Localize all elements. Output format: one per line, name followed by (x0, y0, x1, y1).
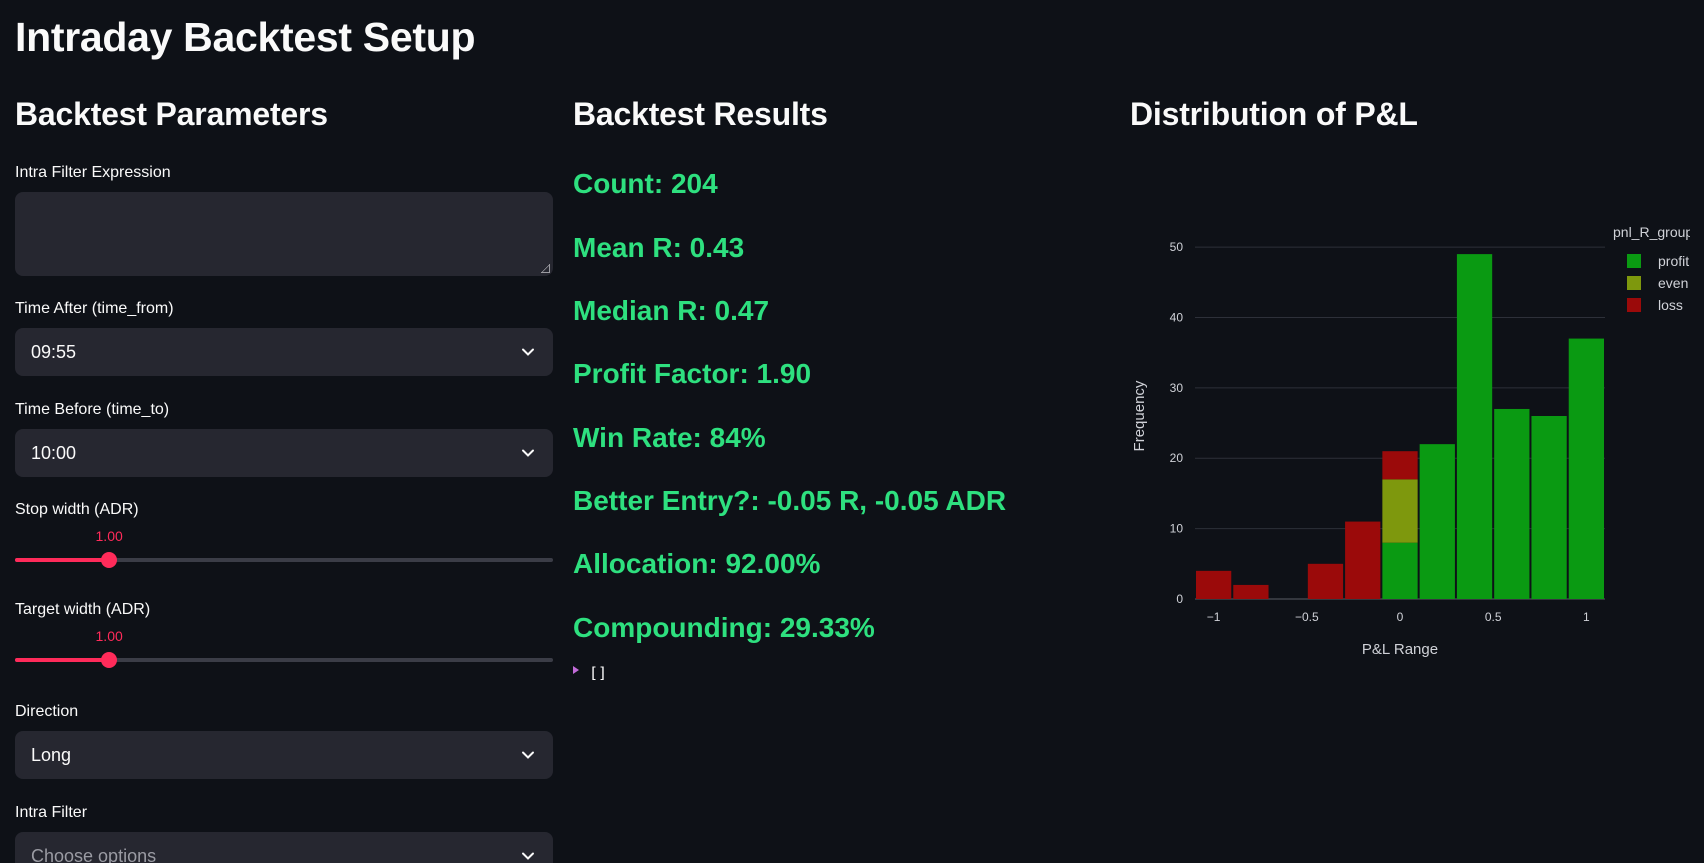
filter-expression-input[interactable] (15, 192, 553, 276)
time-after-label: Time After (time_from) (15, 300, 174, 317)
legend-swatch[interactable] (1627, 254, 1641, 268)
legend-swatch[interactable] (1627, 276, 1641, 290)
bar-loss[interactable] (1307, 563, 1344, 599)
slider-thumb[interactable] (101, 652, 118, 668)
legend-title: pnl_R_group (1613, 224, 1690, 240)
legend-item-loss[interactable]: loss (1658, 297, 1683, 313)
metric-win-rate: Win Rate: 84% (573, 422, 766, 453)
parameters-heading: Backtest Parameters (15, 96, 328, 132)
y-tick-label: 40 (1170, 310, 1184, 324)
legend-swatch[interactable] (1627, 298, 1641, 312)
slider-fill (15, 558, 110, 562)
bar-profit[interactable] (1382, 542, 1418, 599)
slider-track[interactable] (15, 558, 553, 562)
filter-expression-label: Intra Filter Expression (15, 164, 171, 181)
legend-item-even[interactable]: even (1658, 275, 1688, 291)
chevron-down-icon (522, 348, 534, 356)
metric-compounding: Compounding: 29.33% (573, 612, 875, 643)
bar-even[interactable] (1382, 479, 1418, 543)
x-tick-label: 0.5 (1485, 610, 1502, 624)
intra-filter-placeholder: Choose options (31, 845, 157, 863)
page-title: Intraday Backtest Setup (15, 14, 476, 60)
distribution-panel: Distribution of P&L 0 10 20 30 40 50 −1 −0.5 0 0.… (1130, 96, 1690, 658)
bar-profit[interactable] (1494, 408, 1530, 599)
metric-median-r: Median R: 0.47 (573, 295, 770, 326)
metric-profit-factor: Profit Factor: 1.90 (573, 358, 812, 389)
y-tick-label: 30 (1170, 381, 1184, 395)
y-tick-label: 50 (1170, 240, 1184, 254)
direction-select[interactable]: Long (15, 731, 553, 779)
results-heading: Backtest Results (573, 96, 828, 132)
chevron-down-icon (522, 449, 534, 457)
bar-loss[interactable] (1382, 451, 1418, 480)
y-tick-label: 20 (1170, 451, 1184, 465)
metric-count: Count: 204 (573, 168, 718, 199)
expand-triangle-icon[interactable] (573, 666, 579, 674)
chevron-down-icon (522, 852, 534, 860)
distribution-heading: Distribution of P&L (1130, 96, 1418, 132)
x-tick-label: 1 (1583, 610, 1590, 624)
time-after-select[interactable]: 09:55 (15, 328, 553, 376)
stop-width-label: Stop width (ADR) (15, 501, 139, 518)
chevron-down-icon (522, 751, 534, 759)
resize-grip-icon[interactable] (541, 264, 550, 273)
target-width-value: 1.00 (95, 628, 123, 644)
x-axis-label: P&L Range (1362, 641, 1438, 658)
y-tick-label: 10 (1170, 522, 1184, 536)
time-before-label: Time Before (time_to) (15, 401, 170, 418)
intra-filter-label: Intra Filter (15, 804, 88, 821)
y-tick-label: 0 (1176, 592, 1183, 606)
bar-loss[interactable] (1233, 584, 1269, 599)
x-tick-label: 0 (1397, 610, 1404, 624)
time-before-value: 10:00 (31, 442, 77, 463)
metric-better-entry: Better Entry?: -0.05 R, -0.05 ADR (573, 485, 1007, 516)
metric-allocation: Allocation: 92.00% (573, 548, 821, 579)
y-axis-label: Frequency (1131, 380, 1148, 451)
bar-loss[interactable] (1345, 521, 1381, 599)
parameters-panel: Backtest Parameters Intra Filter Express… (15, 96, 553, 863)
results-panel: Backtest Results Count: 204 Mean R: 0.43… (573, 96, 1113, 716)
slider-track[interactable] (15, 658, 553, 662)
slider-fill (15, 658, 110, 662)
bar-profit[interactable] (1568, 338, 1604, 599)
target-width-slider[interactable]: 1.00 (15, 619, 553, 669)
json-expander[interactable]: [] (573, 664, 607, 682)
json-preview: [] (589, 664, 608, 682)
time-after-value: 09:55 (31, 341, 77, 362)
bar-profit[interactable] (1419, 444, 1455, 599)
time-before-select[interactable]: 10:00 (15, 429, 553, 477)
pnl-histogram-chart[interactable]: 0 10 20 30 40 50 −1 −0.5 0 0.5 1 P&L Range Frequency… (1130, 206, 1690, 676)
bar-profit[interactable] (1531, 416, 1567, 599)
x-tick-label: −1 (1207, 610, 1221, 624)
target-width-label: Target width (ADR) (15, 601, 151, 618)
legend-item-profit[interactable]: profit (1658, 253, 1689, 269)
slider-thumb[interactable] (101, 552, 118, 568)
direction-value: Long (31, 744, 72, 765)
bar-loss[interactable] (1196, 570, 1232, 599)
x-tick-label: −0.5 (1295, 610, 1319, 624)
bar-profit[interactable] (1456, 254, 1493, 599)
stop-width-value: 1.00 (95, 528, 123, 544)
direction-label: Direction (15, 703, 79, 720)
intra-filter-multiselect[interactable]: Choose options (15, 832, 553, 863)
stop-width-slider[interactable]: 1.00 (15, 519, 553, 569)
metric-mean-r: Mean R: 0.43 (573, 232, 745, 263)
